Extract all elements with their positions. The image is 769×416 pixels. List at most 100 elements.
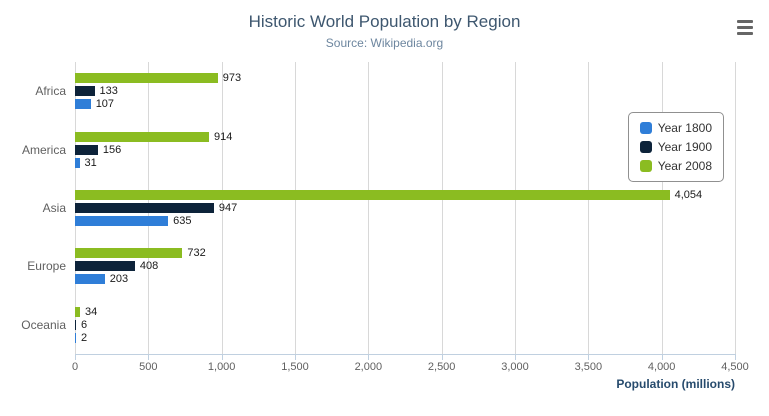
x-axis-tick-label: 2,000: [354, 361, 383, 373]
bar-group-africa: 973 133 107: [75, 62, 735, 120]
x-grid-line: [441, 62, 443, 354]
x-axis-tick-label: 500: [139, 361, 158, 373]
bar-year-1900-america[interactable]: [75, 144, 98, 155]
bar-year-1800-africa[interactable]: [75, 99, 91, 110]
bar-year-1900-africa[interactable]: [75, 86, 95, 97]
legend-item-year-1900[interactable]: Year 1900: [639, 140, 712, 154]
plot-area: 973 133 107 914 156 31 4,054 947 635 732 408 203 34 6…: [75, 62, 736, 360]
bar-value-label: 973: [222, 72, 242, 85]
x-tick-mark: [515, 354, 516, 360]
chart-title: Historic World Population by Region: [248, 12, 521, 31]
y-axis-label-asia: Asia: [42, 200, 66, 215]
bar-value-label: 133: [99, 85, 118, 98]
y-axis-label-america: America: [21, 142, 66, 157]
x-tick-mark: [75, 354, 76, 360]
bar-year-2008-america[interactable]: [75, 131, 210, 142]
bar-year-2008-oceania[interactable]: [75, 306, 80, 317]
x-axis-tick-label: 0: [71, 361, 79, 373]
hamburger-icon: [737, 26, 753, 29]
x-tick-mark: [441, 354, 443, 360]
bar-year-1900-oceania[interactable]: [75, 319, 76, 330]
bar-row: 6: [75, 318, 735, 331]
export-menu-button[interactable]: [737, 20, 753, 35]
bar-year-1800-oceania[interactable]: [75, 332, 76, 343]
bar-group-asia: 4,054 947 635: [75, 179, 735, 237]
bar-year-2008-europe[interactable]: [75, 248, 183, 259]
x-grid-line: [295, 62, 296, 354]
legend: Year 1800 Year 1900 Year 2008: [627, 112, 724, 182]
x-axis-title: Population (millions): [616, 377, 735, 391]
bar-year-2008-asia[interactable]: [75, 189, 670, 200]
legend-item-year-1800[interactable]: Year 1800: [639, 121, 712, 135]
bar-value-label: 34: [84, 305, 98, 318]
legend-label: Year 1900: [657, 140, 712, 154]
bar-year-1800-asia[interactable]: [75, 215, 169, 226]
legend-symbol: [639, 160, 652, 172]
x-tick-mark: [295, 354, 296, 360]
x-axis-tick-label: 4,000: [647, 361, 676, 373]
bar-year-2008-africa[interactable]: [75, 73, 218, 84]
bar-year-1900-asia[interactable]: [75, 202, 214, 213]
x-tick-mark: [661, 354, 663, 360]
x-grid-line: [588, 62, 590, 354]
legend-item-year-2008[interactable]: Year 2008: [639, 159, 712, 173]
hamburger-icon: [737, 32, 753, 35]
bar-group-america: 914 156 31: [75, 120, 735, 178]
x-grid-line: [661, 62, 663, 354]
bar-value-label: 203: [109, 273, 129, 286]
bar-row: 34: [75, 305, 735, 318]
x-tick-mark: [221, 354, 223, 360]
bar-row: 133: [75, 85, 735, 98]
legend-label: Year 2008: [657, 159, 712, 173]
bar-value-label: 4,054: [674, 188, 703, 201]
bar-value-label: 914: [214, 130, 233, 143]
bar-value-label: 732: [187, 247, 206, 260]
bar-row: 107: [75, 98, 735, 111]
x-grid-line: [735, 62, 736, 354]
x-grid-line: [221, 62, 223, 354]
bar-value-label: 31: [84, 156, 97, 169]
x-axis-tick-label: 3,000: [501, 361, 529, 373]
bar-value-label: 947: [218, 201, 238, 214]
x-axis-labels: 0 500 1,000 1,500 2,000 2,500 3,000 3,500 4,000 4…: [71, 354, 749, 373]
bar-row: 732: [75, 247, 735, 260]
hamburger-icon: [737, 20, 753, 23]
bar-value-label: 107: [95, 98, 115, 111]
x-tick-mark: [735, 354, 736, 360]
y-axis-label-oceania: Oceania: [21, 317, 66, 332]
x-axis-tick-label: 4,500: [721, 361, 749, 373]
bar-value-label: 2: [81, 331, 88, 344]
x-axis-tick-label: 2,500: [427, 361, 456, 373]
bar-year-1900-europe[interactable]: [75, 261, 135, 272]
bar-row: 2: [75, 331, 735, 344]
bar-row: 4,054: [75, 188, 735, 201]
bar-value-label: 156: [102, 143, 122, 156]
y-axis-label-europe: Europe: [27, 259, 66, 274]
bar-year-1800-america[interactable]: [75, 157, 80, 168]
bar-row: 203: [75, 273, 735, 286]
y-axis-label-africa: Africa: [35, 84, 66, 99]
bar-value-label: 635: [173, 214, 192, 227]
bar-row: 973: [75, 72, 735, 85]
x-axis-tick-label: 1,000: [207, 361, 236, 373]
bar-row: 156: [75, 143, 735, 156]
bar-value-label: 6: [81, 318, 88, 331]
y-axis-labels: Africa America Asia Europe Oceania: [0, 62, 75, 354]
bar-row: 914: [75, 130, 735, 143]
x-axis-tick-label: 3,500: [574, 361, 603, 373]
chart-subtitle: Source: Wikipedia.org: [325, 36, 444, 50]
legend-symbol: [639, 122, 652, 134]
bar-value-label: 408: [139, 260, 159, 273]
legend-symbol: [639, 141, 652, 153]
legend-label: Year 1800: [657, 121, 712, 135]
bar-group-europe: 732 408 203: [75, 237, 735, 295]
bar-row: 947: [75, 201, 735, 214]
x-grid-line: [515, 62, 516, 354]
bar-group-oceania: 34 6 2: [75, 296, 735, 354]
x-grid-line: [368, 62, 370, 354]
bar-year-1800-europe[interactable]: [75, 274, 105, 285]
x-axis-tick-label: 1,500: [281, 361, 309, 373]
bar-row: 408: [75, 260, 735, 273]
bar-row: 635: [75, 214, 735, 227]
